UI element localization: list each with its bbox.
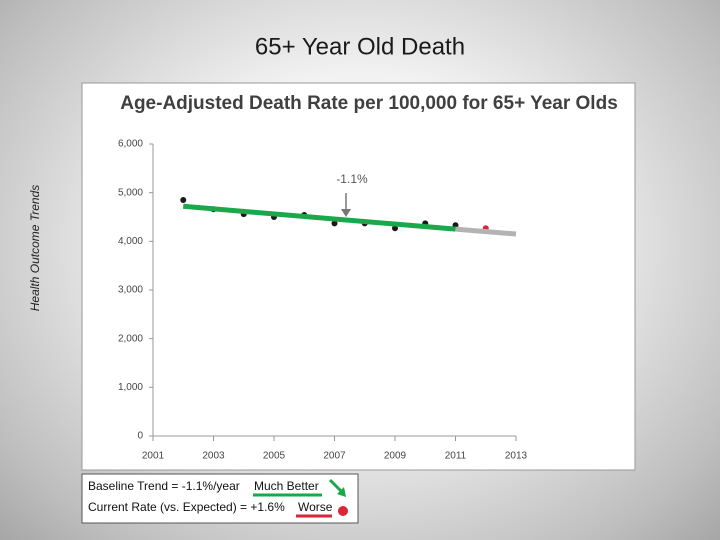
trend-arrow-head — [337, 487, 346, 497]
legend-current: Current Rate (vs. Expected) = +1.6% — [88, 500, 285, 514]
x-tick-label: 2013 — [505, 451, 528, 462]
y-tick-label: 2,000 — [118, 333, 143, 344]
y-tick-label: 3,000 — [118, 285, 143, 296]
legend-baseline: Baseline Trend = -1.1%/year — [88, 479, 240, 493]
legend-baseline-rating: Much Better — [254, 479, 319, 493]
x-tick-label: 2005 — [263, 451, 286, 462]
trend-line — [183, 203, 456, 232]
x-tick-label: 2003 — [202, 451, 225, 462]
annotation-arrow-head — [341, 209, 351, 217]
x-tick-label: 2007 — [323, 451, 346, 462]
trend-arrow — [328, 478, 344, 494]
rating-dot — [338, 506, 348, 516]
y-tick-label: 0 — [137, 431, 143, 442]
x-tick-label: 2009 — [384, 451, 407, 462]
x-tick-label: 2011 — [445, 451, 467, 462]
y-tick-label: 5,000 — [118, 187, 143, 198]
chart-title: Age-Adjusted Death Rate per 100,000 for … — [120, 93, 618, 114]
y-tick-label: 4,000 — [118, 236, 143, 247]
slide-title: 65+ Year Old Death — [255, 33, 465, 60]
chart-panel — [81, 82, 636, 471]
x-tick-label: 2001 — [142, 451, 165, 462]
trend-line — [455, 226, 517, 237]
legend-current-rating: Worse — [298, 500, 333, 514]
side-label: Health Outcome Trends — [28, 185, 42, 312]
annotation: -1.1% — [336, 172, 368, 186]
y-tick-label: 6,000 — [118, 139, 143, 150]
y-tick-label: 1,000 — [118, 382, 143, 393]
data-point — [331, 220, 338, 227]
data-point — [180, 196, 187, 203]
